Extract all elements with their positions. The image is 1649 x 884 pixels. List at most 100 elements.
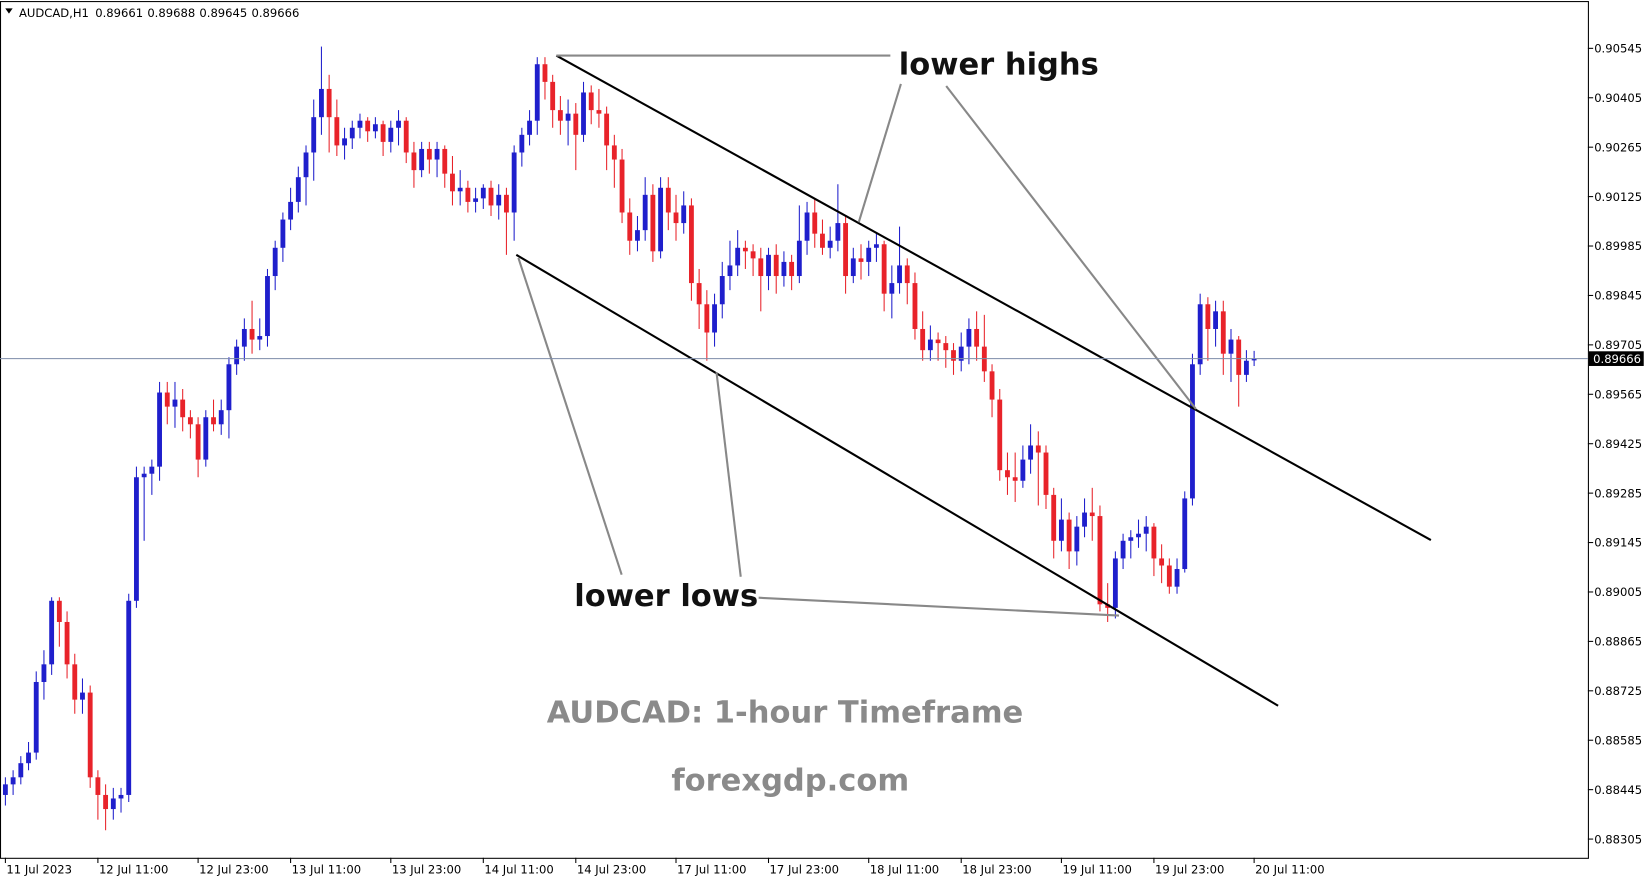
candle-body (1243, 360, 1249, 375)
candle-body (1020, 459, 1026, 481)
candle-body (951, 350, 956, 361)
candle-body (1097, 516, 1103, 605)
candle-body (696, 283, 702, 305)
x-tick-label: 12 Jul 23:00 (199, 863, 268, 877)
candle-body (349, 127, 355, 139)
y-tick-label: 0.90265 (1594, 140, 1642, 154)
candle-body (303, 152, 309, 178)
candle-body (1159, 558, 1165, 566)
candle-body (912, 283, 918, 329)
candle-body (1058, 519, 1064, 541)
x-tick-label: 14 Jul 11:00 (484, 863, 553, 877)
candle-body (1182, 498, 1188, 570)
candle-body (766, 254, 771, 277)
candle-body (727, 265, 733, 277)
candle-body (627, 212, 633, 241)
candle-body (635, 230, 640, 241)
candle-body (280, 219, 286, 248)
candle-body (211, 417, 216, 425)
candle-body (827, 240, 833, 248)
candle-body (665, 187, 671, 213)
y-tick-label: 0.89005 (1594, 585, 1642, 599)
annotation-pointers (517, 54, 1197, 617)
candle-body (989, 371, 995, 400)
candle-body (1105, 604, 1111, 608)
candle-body (380, 124, 386, 142)
candle-body (234, 346, 240, 365)
candle-body (357, 120, 363, 128)
x-tick-label: 20 Jul 11:00 (1255, 863, 1324, 877)
candle-body (126, 600, 132, 795)
candle-body (604, 113, 610, 146)
candle-body (434, 148, 440, 160)
y-tick-label: 0.90125 (1594, 190, 1642, 204)
candle-body (519, 134, 525, 153)
candle-body (64, 621, 70, 665)
candle-body (866, 247, 872, 262)
candle-body (504, 194, 509, 213)
candle-body (1035, 445, 1041, 453)
candle-body (850, 258, 856, 277)
candle-body (1236, 339, 1242, 375)
candle-body (457, 187, 463, 192)
open: 0.89661 (95, 6, 143, 20)
candle-body (1151, 526, 1157, 559)
candle-body (773, 254, 779, 277)
channel-lower (515, 253, 1279, 707)
candle-body (750, 251, 756, 259)
y-tick-label: 0.89565 (1594, 388, 1642, 402)
candle-body (1143, 526, 1149, 534)
candle-body (157, 392, 162, 467)
candle-body (203, 417, 209, 460)
x-tick-label: 13 Jul 23:00 (392, 863, 461, 877)
y-tick-label: 0.89705 (1594, 338, 1642, 352)
candle-body (95, 777, 101, 795)
candle-body (534, 64, 540, 121)
candle-body (927, 339, 933, 351)
x-tick-label: 12 Jul 11:00 (99, 863, 168, 877)
watermark: forexgdp.com (671, 764, 909, 799)
candles (2, 46, 1257, 831)
candle-body (966, 328, 972, 347)
annotation: lower lows (574, 579, 758, 614)
candle-body (41, 664, 47, 682)
candle-body (997, 399, 1003, 471)
candle-body (1043, 452, 1049, 495)
candle-body (272, 247, 278, 277)
candle-body (180, 399, 186, 418)
candle-body (1136, 533, 1141, 538)
candle-body (396, 120, 401, 128)
candle-body (596, 110, 602, 114)
candle-body (257, 336, 263, 340)
candle-body (1005, 470, 1010, 478)
y-tick-label: 0.88865 (1594, 635, 1642, 649)
candle-body (557, 110, 563, 121)
candle-body (689, 205, 694, 284)
candle-body (789, 261, 795, 277)
symbol: AUDCAD,H1 (19, 6, 89, 20)
candle-body (172, 399, 178, 407)
y-tick-label: 0.89285 (1594, 486, 1642, 500)
y-tick-label: 0.90545 (1594, 42, 1642, 56)
candle-body (542, 64, 548, 82)
candle-body (1228, 339, 1234, 354)
candle-body (1051, 494, 1057, 541)
candle-body (820, 233, 825, 248)
candle-body (758, 258, 764, 277)
candle-body (1197, 304, 1203, 365)
candle-body (573, 113, 579, 135)
candle-body (1112, 558, 1118, 608)
menu-arrow[interactable] (5, 8, 13, 14)
y-tick-label: 0.88305 (1594, 832, 1642, 846)
candle-body (342, 138, 347, 146)
candle-body (319, 88, 324, 118)
candle-body (334, 117, 340, 146)
candle-body (18, 763, 24, 778)
pointer (758, 596, 1120, 617)
candle-body (218, 410, 224, 425)
price-label: 0.89666 (1593, 352, 1641, 366)
candle-body (2, 784, 8, 795)
candle-body (550, 81, 556, 111)
candle-body (10, 777, 16, 785)
